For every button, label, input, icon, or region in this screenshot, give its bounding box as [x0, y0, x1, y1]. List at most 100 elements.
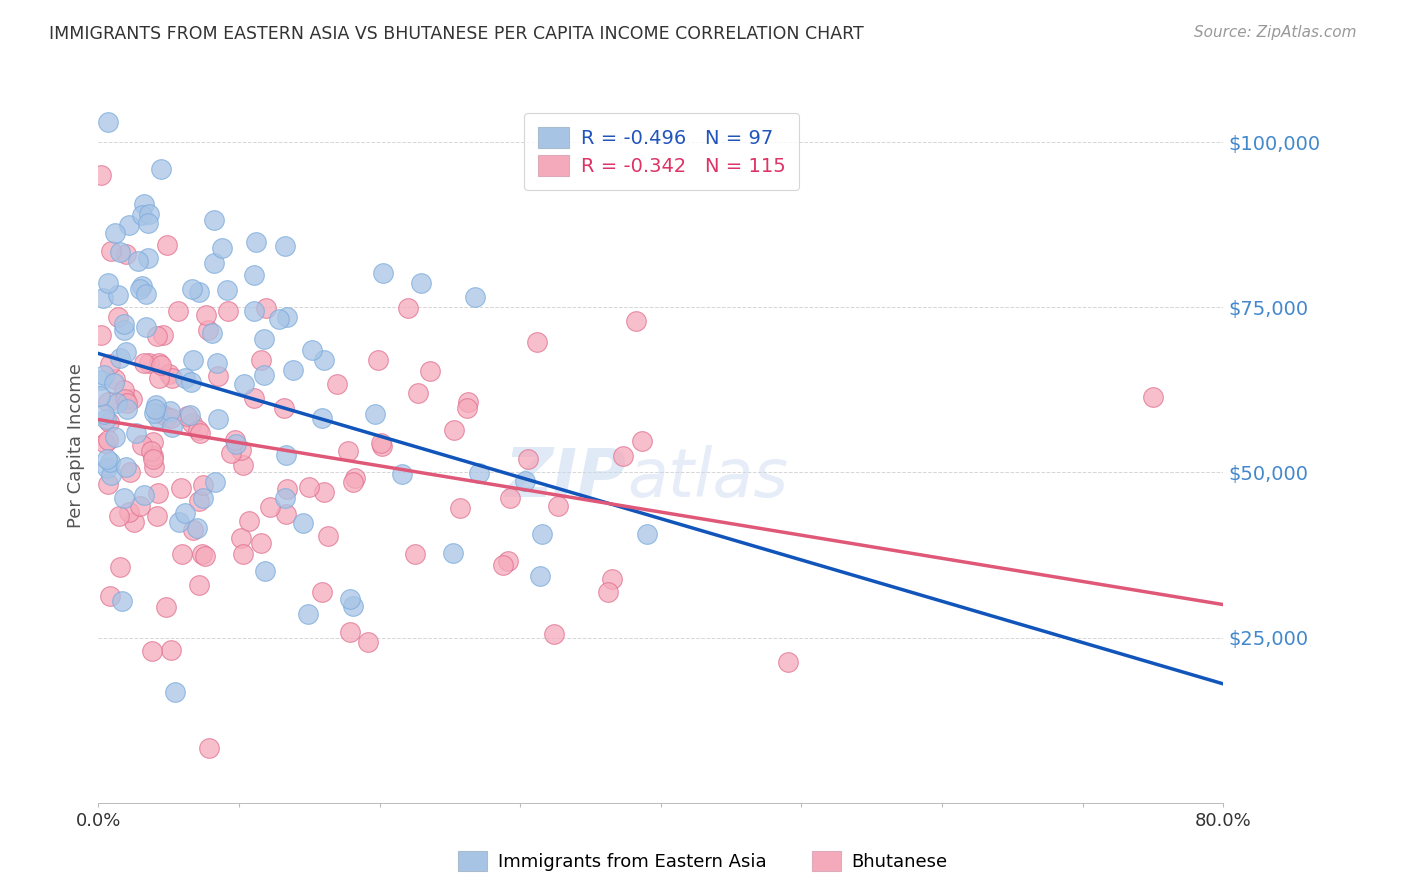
Text: Source: ZipAtlas.com: Source: ZipAtlas.com — [1194, 25, 1357, 40]
Point — [243, 391, 266, 405]
Point — [127, 254, 149, 268]
Point — [157, 367, 180, 381]
Point — [150, 407, 173, 421]
Point — [626, 314, 648, 328]
Point — [202, 256, 225, 270]
Point — [112, 383, 135, 397]
Point — [103, 376, 125, 390]
Point — [363, 407, 385, 421]
Point — [187, 285, 209, 299]
Point — [136, 216, 159, 230]
Point — [146, 485, 169, 500]
Point — [131, 208, 153, 222]
Point — [219, 446, 242, 460]
Point — [276, 507, 298, 521]
Point — [100, 244, 122, 258]
Point — [181, 523, 204, 537]
Point — [104, 430, 127, 444]
Point — [160, 419, 183, 434]
Point — [93, 368, 115, 382]
Point — [464, 290, 486, 304]
Point — [107, 310, 129, 324]
Point — [529, 568, 551, 582]
Point — [217, 304, 239, 318]
Point — [406, 386, 429, 401]
Point — [96, 461, 118, 475]
Point — [90, 328, 112, 343]
Point — [97, 394, 120, 409]
Point — [138, 207, 160, 221]
Point — [115, 460, 138, 475]
Point — [181, 282, 204, 296]
Point — [135, 320, 157, 334]
Text: ZIP: ZIP — [505, 445, 627, 511]
Point — [188, 425, 211, 440]
Point — [204, 475, 226, 489]
Point — [198, 741, 221, 756]
Point — [201, 326, 224, 340]
Point — [155, 600, 177, 615]
Point — [207, 369, 229, 384]
Point — [94, 436, 117, 450]
Point — [404, 547, 426, 561]
Point — [156, 238, 179, 252]
Point — [142, 460, 165, 475]
Point — [115, 246, 138, 260]
Point — [269, 312, 291, 326]
Point — [202, 213, 225, 227]
Point — [326, 376, 349, 391]
Point — [139, 444, 162, 458]
Point — [120, 465, 142, 479]
Point — [468, 466, 491, 480]
Point — [311, 411, 333, 425]
Point — [138, 356, 160, 370]
Text: atlas: atlas — [627, 445, 789, 511]
Point — [229, 532, 252, 546]
Point — [117, 218, 139, 232]
Point — [148, 371, 170, 385]
Point — [134, 487, 156, 501]
Point — [298, 480, 321, 494]
Point — [159, 642, 181, 657]
Point — [146, 508, 169, 523]
Point — [357, 635, 380, 649]
Point — [274, 448, 297, 462]
Point — [170, 547, 193, 561]
Point — [115, 345, 138, 359]
Point — [612, 449, 634, 463]
Point — [156, 409, 179, 424]
Point — [114, 392, 136, 406]
Point — [191, 491, 214, 505]
Point — [167, 304, 190, 318]
Point — [456, 401, 478, 416]
Point — [253, 333, 276, 347]
Y-axis label: Per Capita Income: Per Capita Income — [67, 364, 86, 528]
Point — [159, 411, 181, 425]
Point — [311, 585, 333, 599]
Point — [195, 308, 218, 322]
Point — [232, 547, 254, 561]
Point — [191, 547, 214, 561]
Point — [343, 471, 366, 485]
Point — [145, 398, 167, 412]
Text: IMMIGRANTS FROM EASTERN ASIA VS BHUTANESE PER CAPITA INCOME CORRELATION CHART: IMMIGRANTS FROM EASTERN ASIA VS BHUTANES… — [49, 25, 863, 43]
Point — [142, 449, 165, 463]
Point — [396, 301, 419, 315]
Point — [636, 526, 658, 541]
Point — [143, 401, 166, 416]
Point — [136, 252, 159, 266]
Point — [499, 491, 522, 505]
Point — [233, 377, 256, 392]
Point — [97, 115, 120, 129]
Point — [108, 351, 131, 365]
Point — [211, 241, 233, 255]
Point — [547, 499, 569, 513]
Point — [122, 515, 145, 529]
Point — [125, 425, 148, 440]
Point — [281, 362, 304, 376]
Point — [191, 477, 214, 491]
Point — [173, 506, 195, 520]
Point — [176, 409, 198, 424]
Point — [98, 455, 121, 469]
Point — [152, 327, 174, 342]
